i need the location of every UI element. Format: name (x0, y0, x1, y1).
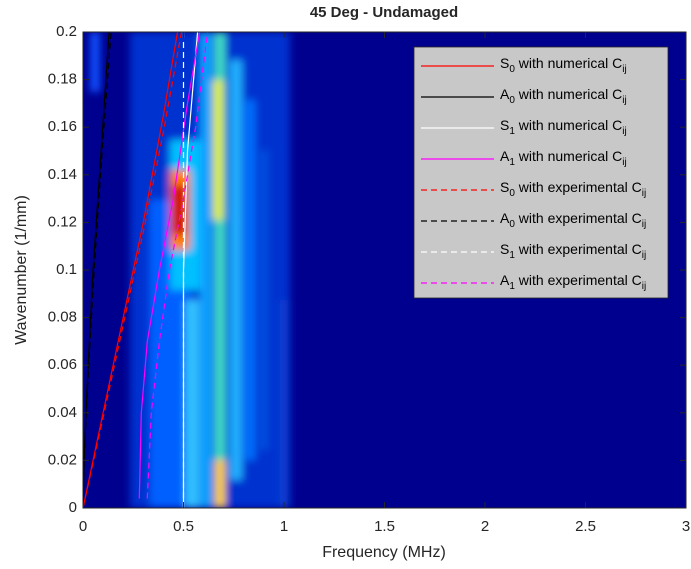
y-axis-label: Wavenumber (1/mm) (13, 195, 30, 345)
y-tick-label: 0.04 (48, 404, 77, 421)
y-tick-label: 0.1 (56, 261, 77, 278)
legend-label: S0 with numerical Cij (500, 55, 627, 75)
y-tick-label: 0.14 (48, 166, 77, 183)
x-tick-label: 0 (79, 518, 87, 535)
legend-box (413, 46, 669, 299)
chart-title: 45 Deg - Undamaged (310, 4, 458, 21)
y-tick-label: 0 (69, 499, 77, 516)
legend-label: S1 with numerical Cij (500, 117, 627, 137)
legend-label: A0 with numerical Cij (500, 86, 627, 106)
x-tick-label: 0.5 (173, 518, 194, 535)
series-lines (83, 32, 209, 508)
series-line (83, 32, 110, 508)
legend-label: S1 with experimental Cij (500, 241, 646, 261)
series-line (83, 32, 179, 508)
y-tick-label: 0.06 (48, 356, 77, 373)
legend-label: S0 with experimental Cij (500, 179, 646, 199)
y-tick-label: 0.12 (48, 213, 77, 230)
series-line (83, 32, 183, 508)
y-tick-label: 0.16 (48, 118, 77, 135)
legend: S0 with numerical Cij A0 with numerical C… (413, 46, 669, 299)
x-tick-label: 1.5 (374, 518, 395, 535)
legend-label: A0 with experimental Cij (500, 210, 646, 230)
y-tick-label: 0.02 (48, 451, 77, 468)
x-tick-label: 2.5 (575, 518, 596, 535)
x-tick-label: 3 (682, 518, 690, 535)
y-tick-label: 0.2 (56, 23, 77, 40)
x-axis-label: Frequency (MHz) (322, 544, 446, 561)
y-tick-label: 0.18 (48, 71, 77, 88)
y-tick-label: 0.08 (48, 309, 77, 326)
legend-label: A1 with experimental Cij (500, 272, 646, 292)
legend-label: A1 with numerical Cij (500, 148, 627, 168)
series-line (182, 32, 199, 508)
x-tick-label: 1 (280, 518, 288, 535)
x-tick-label: 2 (481, 518, 489, 535)
series-line (138, 32, 201, 499)
series-line (146, 32, 209, 499)
